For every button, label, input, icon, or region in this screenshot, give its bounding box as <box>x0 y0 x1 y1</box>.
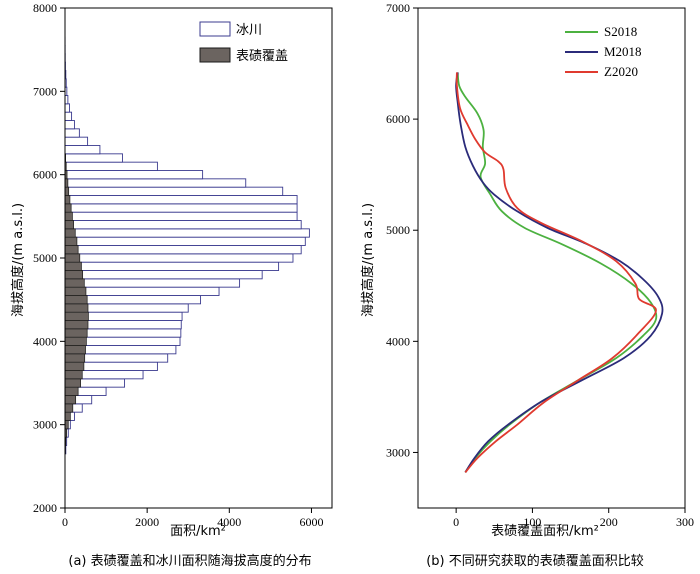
bar-glacier <box>64 103 70 113</box>
bar-debris-cover <box>64 370 83 380</box>
bar-glacier <box>64 186 284 196</box>
legend-label-debris: 表碛覆盖 <box>236 49 288 64</box>
bar-debris-cover <box>64 186 70 196</box>
bar-glacier <box>64 178 247 188</box>
legend-label-m2018: M2018 <box>604 44 642 59</box>
bar-glacier <box>64 195 298 205</box>
panel-a-bars <box>64 36 310 455</box>
panel-b-plot-frame <box>417 7 686 509</box>
panel-a-caption: (a) 表碛覆盖和冰川面积随海拔高度的分布 <box>68 553 311 569</box>
panel-a-y-axis-title: 海拔高度/(m a.s.l.) <box>10 203 26 317</box>
bar-debris-cover <box>64 320 89 330</box>
legend-label-glacier: 冰川 <box>236 23 262 38</box>
panel-b-y-axis-title: 海拔高度/(m a.s.l.) <box>360 203 376 317</box>
bar-glacier <box>64 111 73 121</box>
panel-b-x-tick-label: 200 <box>600 515 618 529</box>
panel-a-y-tick-label: 8000 <box>33 1 57 15</box>
bar-glacier <box>64 286 220 296</box>
bar-debris-cover <box>64 311 89 321</box>
bar-debris-cover <box>64 253 81 263</box>
panel-b-y-tick-label: 3000 <box>386 445 410 459</box>
panel-a-legend: 冰川 表碛覆盖 <box>199 21 288 64</box>
panel-a-x-tick-label: 4000 <box>217 515 241 529</box>
bar-glacier <box>64 136 89 146</box>
bar-debris-cover <box>64 270 84 280</box>
panel-a-y-tick-label: 6000 <box>33 168 57 182</box>
panel-a-y-tick-label: 4000 <box>33 334 57 348</box>
legend-swatch-debris <box>199 47 231 63</box>
bar-glacier <box>64 228 310 238</box>
panel-b-x-axis-title: 表碛覆盖面积/km² <box>491 524 599 539</box>
bar-debris-cover <box>64 303 89 313</box>
bar-debris-cover <box>64 403 74 413</box>
bar-debris-cover <box>64 211 73 221</box>
panel-b-y-tick-label: 4000 <box>386 334 410 348</box>
bar-glacier <box>64 245 302 255</box>
legend-label-z2020: Z2020 <box>604 64 638 79</box>
bar-glacier <box>64 153 123 163</box>
bar-debris-cover <box>64 345 86 355</box>
bar-debris-cover <box>64 220 74 230</box>
panel-a-y-tick-label: 3000 <box>33 418 57 432</box>
bar-debris-cover <box>64 203 72 213</box>
bar-glacier <box>64 278 241 288</box>
bar-debris-cover <box>64 361 85 371</box>
panel-a-chart: 2000 3000 4000 5000 6000 7000 8000 0 2000 4000 600… <box>10 1 333 569</box>
bar-debris-cover <box>64 286 87 296</box>
bar-glacier <box>64 170 204 180</box>
bar-debris-cover <box>64 245 79 255</box>
bar-debris-cover <box>64 295 88 305</box>
panel-b-y-tick-label: 7000 <box>386 1 410 15</box>
bar-debris-cover <box>64 228 76 238</box>
legend-swatch-glacier <box>199 21 231 37</box>
panel-b-y-tick-label: 6000 <box>386 112 410 126</box>
bar-debris-cover <box>64 195 71 205</box>
panel-a-x-tick-label: 0 <box>62 515 68 529</box>
bar-glacier <box>64 236 306 246</box>
bar-debris-cover <box>64 328 88 338</box>
bar-debris-cover <box>64 336 87 346</box>
panel-a-y-tick-label: 2000 <box>33 501 57 515</box>
panel-b-x-tick-label: 100 <box>523 515 541 529</box>
bar-debris-cover <box>64 378 81 388</box>
bar-glacier <box>64 161 158 171</box>
panel-b-y-tick-label: 5000 <box>386 223 410 237</box>
panel-a-x-tick-label: 6000 <box>299 515 323 529</box>
bar-glacier <box>64 120 75 130</box>
panel-a-y-tick-label: 5000 <box>33 251 57 265</box>
panel-b-legend: S2018 M2018 Z2020 <box>565 24 642 79</box>
panel-b-chart: 3000 4000 5000 6000 7000 0 100 200 300 S2018 M20… <box>360 1 694 569</box>
bar-debris-cover <box>64 236 78 246</box>
panel-b-x-tick-label: 300 <box>676 515 694 529</box>
bar-glacier <box>64 261 280 271</box>
legend-label-s2018: S2018 <box>604 24 637 39</box>
bar-glacier <box>64 211 298 221</box>
bar-glacier <box>64 220 302 230</box>
panel-a-ticks: 2000 3000 4000 5000 6000 7000 8000 0 2000 4000 600… <box>33 1 323 529</box>
bar-glacier <box>64 128 80 138</box>
bar-debris-cover <box>64 261 82 271</box>
bar-glacier <box>64 270 263 280</box>
series-line-m2018 <box>455 72 664 473</box>
series-line-z2020 <box>455 72 657 473</box>
bar-glacier <box>64 145 101 155</box>
bar-debris-cover <box>64 395 77 405</box>
bar-debris-cover <box>64 278 85 288</box>
panel-b-ticks: 3000 4000 5000 6000 7000 0 100 200 300 <box>386 1 694 529</box>
panel-b-lines <box>455 72 664 473</box>
panel-b-x-tick-label: 0 <box>453 515 459 529</box>
bar-debris-cover <box>64 386 79 396</box>
bar-debris-cover <box>64 411 71 421</box>
bar-debris-cover <box>64 353 86 363</box>
panel-a-x-axis-title: 面积/km² <box>170 524 226 539</box>
bar-glacier <box>64 253 294 263</box>
panel-a-y-tick-label: 7000 <box>33 84 57 98</box>
panel-a-x-tick-label: 2000 <box>135 515 159 529</box>
bar-glacier <box>64 203 298 213</box>
panel-b-caption: (b) 不同研究获取的表碛覆盖面积比较 <box>426 553 644 569</box>
